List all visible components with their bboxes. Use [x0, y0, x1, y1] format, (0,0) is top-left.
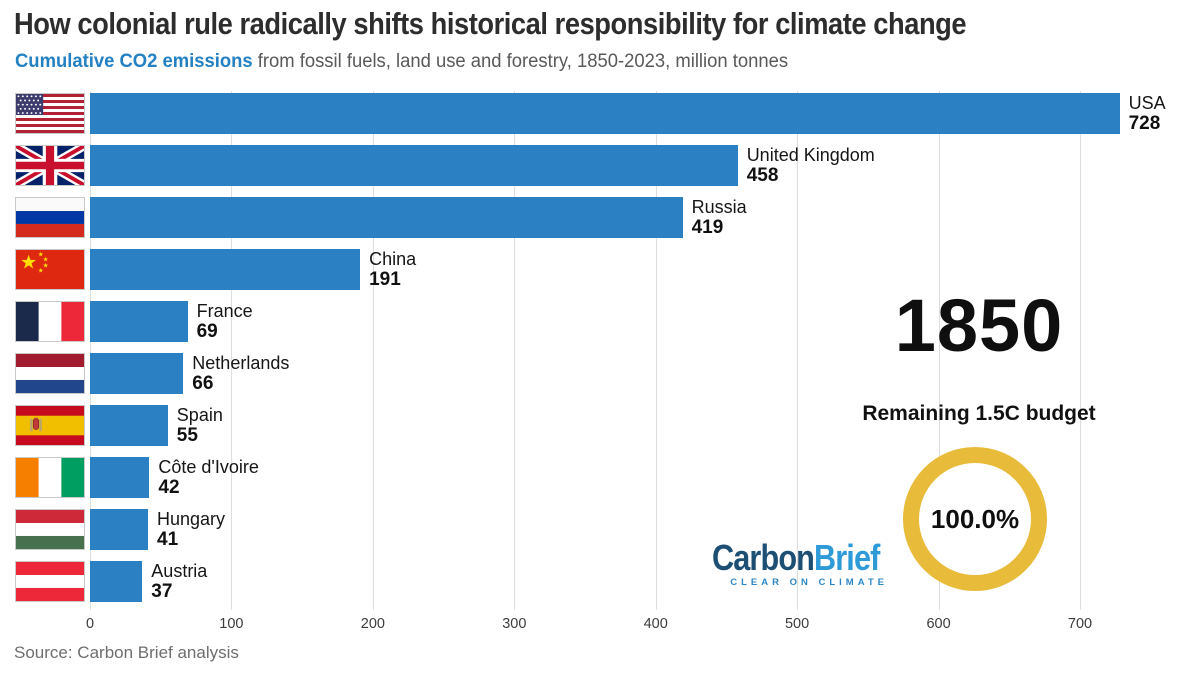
bar-netherlands — [90, 353, 184, 394]
bar-united-kingdom — [90, 145, 738, 186]
bar-label-france: France 69 — [197, 300, 253, 342]
bar-label-hungary: Hungary 41 — [157, 508, 225, 550]
country-value: 55 — [176, 425, 198, 446]
budget-percent: 100.0% — [930, 503, 1020, 534]
country-name: France — [196, 301, 253, 321]
subtitle-highlight: Cumulative CO2 emissions — [15, 51, 253, 72]
country-value: 191 — [369, 269, 401, 290]
country-name: Netherlands — [192, 353, 290, 373]
country-name: Côte d'Ivoire — [158, 457, 259, 477]
bar-label-austria: Austria 37 — [151, 560, 207, 602]
country-name: China — [369, 249, 417, 269]
flag-hungary-icon — [15, 509, 85, 550]
gridline-x700 — [1080, 91, 1081, 610]
bar-hungary — [90, 509, 148, 550]
country-name: United Kingdom — [746, 145, 875, 165]
country-value: 41 — [157, 529, 179, 550]
budget-label: Remaining 1.5C budget — [862, 402, 1096, 425]
flag-spain-icon — [15, 405, 85, 446]
country-value: 69 — [196, 321, 218, 342]
gridline-x0 — [90, 91, 91, 610]
country-name: USA — [1128, 93, 1166, 113]
bar-label-cote-divoire: Côte d'Ivoire 42 — [158, 456, 259, 498]
bar-russia — [90, 197, 683, 238]
logo-tagline: CLEAR ON CLIMATE — [730, 577, 888, 588]
bar-china — [90, 249, 361, 290]
flag-netherlands-icon — [15, 353, 85, 394]
country-value: 419 — [691, 217, 724, 238]
x-axis-tick-400: 400 — [643, 616, 668, 632]
gridline-x500 — [797, 91, 799, 610]
carbonbrief-wordmark: CarbonBrief — [712, 537, 880, 578]
year-counter: 1850 — [894, 284, 1064, 367]
flag-united-kingdom-icon — [15, 145, 85, 186]
x-axis-tick-200: 200 — [360, 616, 385, 632]
gridline-x100 — [231, 91, 233, 610]
country-value: 728 — [1128, 113, 1161, 134]
flag-usa-icon — [15, 93, 85, 134]
country-value: 458 — [746, 165, 779, 186]
country-value: 66 — [192, 373, 214, 394]
bar-label-china: China 191 — [369, 248, 416, 290]
country-name: Hungary — [157, 509, 226, 529]
flag-russia-icon — [15, 197, 85, 238]
flag-france-icon — [15, 301, 85, 342]
chart-subtitle: Cumulative CO2 emissions from fossil fue… — [15, 51, 788, 73]
logo-part1: Carbon — [712, 537, 815, 578]
x-axis-tick-700: 700 — [1067, 616, 1093, 632]
x-axis-tick-0: 0 — [85, 616, 95, 632]
gridline-x200 — [372, 91, 374, 610]
flag-cote-divoire-icon — [15, 457, 85, 498]
bar-france — [90, 301, 188, 342]
country-name: Austria — [151, 561, 208, 581]
bar-cote-divoire — [90, 457, 150, 498]
bar-label-spain: Spain 55 — [177, 404, 223, 446]
bar-usa — [90, 93, 1120, 134]
x-axis-tick-100: 100 — [219, 616, 244, 632]
bar-label-netherlands: Netherlands 66 — [192, 352, 289, 394]
country-value: 42 — [158, 477, 180, 498]
x-axis-tick-600: 600 — [926, 616, 951, 632]
x-axis-tick-300: 300 — [502, 616, 527, 632]
carbonbrief-logo: CarbonBrief CLEAR ON CLIMATE — [712, 537, 888, 589]
gridline-x300 — [514, 91, 516, 610]
gridline-x600 — [938, 91, 940, 610]
subtitle-rest: from fossil fuels, land use and forestry… — [252, 51, 789, 72]
source-credit: Source: Carbon Brief analysis — [14, 643, 239, 662]
country-value: 37 — [151, 581, 173, 602]
bar-label-united-kingdom: United Kingdom 458 — [747, 144, 875, 186]
bar-austria — [90, 561, 143, 602]
flag-china-icon — [15, 249, 85, 290]
budget-donut-gauge: 100.0% — [903, 447, 1047, 591]
country-name: Russia — [691, 197, 747, 217]
country-name: Spain — [176, 405, 223, 425]
logo-part2: Brief — [814, 537, 880, 578]
page-title: How colonial rule radically shifts histo… — [14, 6, 967, 41]
bar-label-russia: Russia 419 — [692, 196, 747, 238]
x-axis-tick-500: 500 — [784, 616, 810, 632]
bar-spain — [90, 405, 168, 446]
gridline-x400 — [655, 91, 657, 610]
flag-austria-icon — [15, 561, 85, 602]
bar-label-usa: USA 728 — [1129, 92, 1166, 134]
